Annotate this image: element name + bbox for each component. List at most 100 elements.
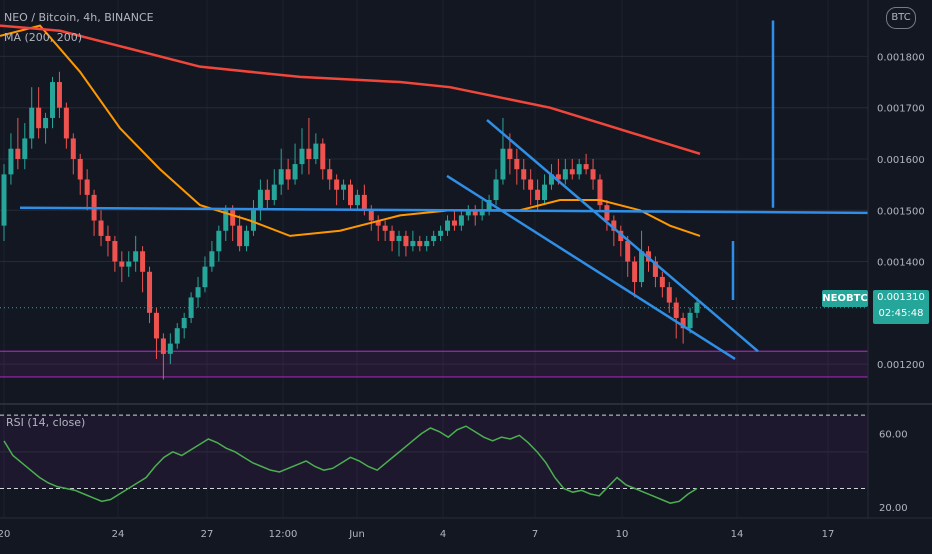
candle [140, 246, 146, 293]
candle [548, 164, 554, 190]
trendline [19, 206, 869, 215]
candle-body [354, 194, 360, 206]
candle [56, 71, 62, 118]
candle-body [611, 220, 617, 231]
candle-body [278, 169, 284, 185]
candle [105, 225, 111, 257]
candle-body [680, 317, 686, 329]
candle-body [410, 241, 416, 247]
candle-body [153, 312, 159, 339]
candle [625, 235, 631, 277]
candle-body [583, 164, 589, 170]
candle-body [285, 169, 291, 180]
currency-button[interactable]: BTC [886, 7, 916, 29]
x-tick-label: 24 [112, 529, 125, 540]
candle-body [63, 107, 69, 139]
x-tick-label: Jun [348, 529, 365, 540]
symbol-title: NEO / Bitcoin, 4h, BINANCE [4, 11, 154, 24]
candle-body [84, 179, 90, 195]
trendline [486, 119, 759, 353]
candle [341, 179, 347, 200]
candle-body [112, 241, 118, 262]
candle-body [250, 210, 256, 231]
candle-body [542, 184, 548, 200]
candle [500, 117, 506, 185]
candle [257, 179, 263, 221]
candle [8, 133, 14, 185]
y-tick-label: 0.001400 [877, 258, 925, 269]
candle-body [341, 184, 347, 190]
bar-countdown: 02:45:48 [878, 308, 924, 319]
candle [195, 276, 201, 308]
candle-body [147, 271, 153, 313]
candle [445, 215, 451, 236]
y-tick-label: 0.001600 [877, 155, 925, 166]
support-zone [0, 351, 868, 377]
candle-body [313, 143, 319, 159]
candle-body [382, 225, 388, 231]
candle [458, 210, 464, 231]
candle-body [188, 297, 194, 318]
x-tick-label: 17 [822, 529, 835, 540]
candle-body [666, 287, 672, 303]
candle [15, 117, 21, 170]
candle [167, 333, 173, 365]
candle [354, 189, 360, 211]
candle [410, 230, 416, 252]
candle-body [223, 210, 229, 231]
candle-body [576, 164, 582, 175]
candle-body [687, 312, 693, 329]
candle [77, 153, 83, 195]
candle [562, 158, 568, 185]
candle [652, 256, 658, 288]
candle [618, 225, 624, 257]
ma-200-line [0, 24, 701, 156]
candle [673, 297, 679, 339]
candle [493, 169, 499, 206]
candle [604, 200, 610, 231]
last-price-tag: 0.001310 02:45:48 [873, 290, 929, 324]
candle-body [368, 210, 374, 221]
candle [22, 123, 28, 170]
symbol-price-tag: NEOBTC [822, 290, 868, 307]
candle-body [43, 117, 49, 129]
candle-body [181, 317, 187, 329]
candle [285, 158, 291, 190]
candle [292, 143, 298, 185]
candle [542, 174, 548, 206]
ma-legend: MA (200, 200) [4, 31, 83, 44]
candle [29, 87, 35, 149]
candle-body [1, 174, 7, 226]
candle [84, 169, 90, 211]
rsi-legend: RSI (14, close) [6, 416, 86, 429]
candle-body [195, 287, 201, 298]
candle-body [56, 82, 62, 108]
candle [472, 205, 478, 226]
candle-body [493, 179, 499, 200]
x-tick-label: 4 [440, 529, 446, 540]
candle-body [133, 251, 139, 262]
candle-body [140, 251, 146, 272]
candle-body [98, 220, 104, 236]
candle [611, 215, 617, 247]
candle-body [625, 241, 631, 262]
candle [680, 312, 686, 344]
rsi-tick-label: 20.00 [879, 503, 908, 514]
candle-body [264, 189, 270, 200]
candle [36, 87, 42, 139]
candle [299, 128, 305, 175]
candle-body [500, 148, 506, 180]
candle-body [126, 261, 132, 267]
candle [237, 215, 243, 252]
candle [1, 164, 7, 242]
candle-body [15, 148, 21, 159]
candle [133, 235, 139, 272]
candle-body [528, 179, 534, 190]
rsi-line [3, 425, 698, 504]
x-tick-label: 7 [532, 529, 538, 540]
candle-body [50, 82, 56, 118]
candle [174, 323, 180, 349]
candle-body [639, 251, 645, 283]
